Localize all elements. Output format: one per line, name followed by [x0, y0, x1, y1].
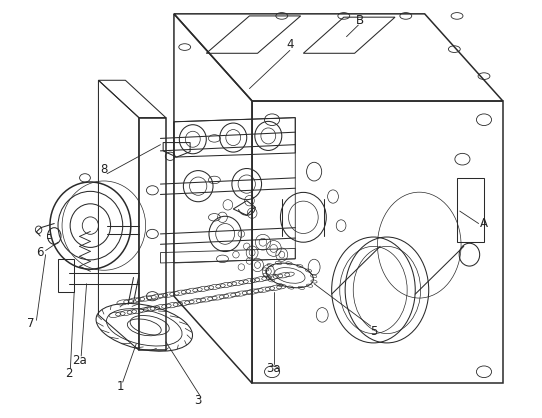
Text: 8: 8: [100, 163, 107, 176]
Text: 3a: 3a: [266, 362, 281, 375]
Text: 7: 7: [27, 317, 35, 330]
Text: 5: 5: [370, 325, 377, 338]
Text: A: A: [480, 217, 488, 230]
Text: 4: 4: [286, 38, 294, 51]
Text: B: B: [356, 13, 364, 27]
Text: 3: 3: [195, 393, 202, 406]
Text: 1: 1: [117, 380, 124, 393]
Text: 6: 6: [36, 246, 44, 259]
Text: 2: 2: [65, 367, 73, 380]
Text: 2a: 2a: [72, 354, 87, 367]
